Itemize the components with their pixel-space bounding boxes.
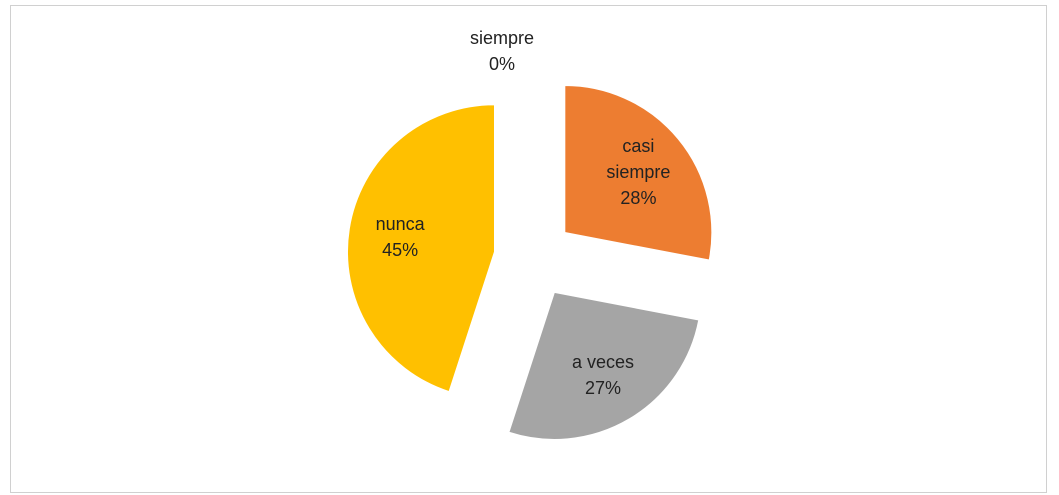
data-label: siempre 0%	[470, 25, 534, 77]
value-label: 45%	[382, 239, 419, 260]
value-label: 27%	[584, 377, 622, 398]
category-label: siempre	[469, 28, 535, 48]
pie-slice	[347, 104, 495, 393]
value-label: 28%	[620, 187, 657, 208]
value-label: 0%	[488, 54, 515, 74]
chart-frame	[10, 5, 1047, 493]
category-label: nunca	[375, 213, 425, 234]
pie-slice	[508, 291, 700, 440]
data-label: nunca 45%	[376, 211, 425, 263]
category-label: a veces	[571, 351, 635, 372]
data-label: a veces 27%	[572, 349, 634, 401]
data-label: casi siempre 28%	[594, 133, 682, 211]
category-label: casi siempre	[606, 135, 671, 182]
pie-slice	[564, 85, 713, 261]
